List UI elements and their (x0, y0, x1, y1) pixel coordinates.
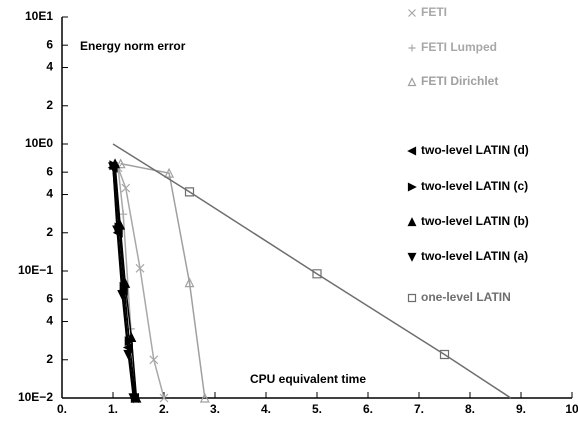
x-tick-label: 4. (261, 402, 271, 416)
y-tick-label: 6 (46, 291, 53, 305)
annotation: CPU equivalent time (250, 372, 366, 386)
x-tick-label: 6. (363, 402, 373, 416)
legend-marker (407, 146, 417, 156)
x-tick-label: 9. (516, 402, 526, 416)
y-tick-label: 10E0 (25, 136, 53, 150)
x-tick-label: 0. (57, 402, 67, 416)
marker (312, 269, 322, 279)
marker (164, 167, 175, 178)
line (112, 143, 512, 399)
legend-label: FETI Dirichlet (421, 74, 498, 88)
legend-marker (407, 293, 417, 303)
marker (119, 210, 128, 219)
marker (184, 187, 195, 197)
marker (184, 277, 195, 288)
annotation: Energy norm error (80, 39, 186, 53)
y-tick-label: 4 (46, 314, 53, 328)
legend-label: two-level LATIN (b) (421, 214, 529, 228)
marker (149, 355, 159, 365)
legend-label: FETI Lumped (421, 40, 497, 54)
x-tick-label: 1. (108, 402, 118, 416)
marker (117, 290, 128, 301)
legend-label: one-level LATIN (421, 290, 511, 304)
marker (439, 349, 450, 360)
legend-marker (407, 252, 417, 262)
marker (120, 277, 131, 288)
x-tick-label: 7. (414, 402, 424, 416)
x-tick-label: 10 (565, 402, 578, 416)
legend-marker (408, 9, 416, 17)
legend-label: two-level LATIN (c) (421, 179, 528, 193)
y-tick-label: 10E1 (25, 9, 53, 23)
legend-marker (407, 77, 417, 87)
marker (199, 392, 210, 403)
legend-label: two-level LATIN (d) (421, 143, 529, 157)
y-tick-label: 6 (46, 164, 53, 178)
x-tick-label: 2. (159, 402, 169, 416)
legend-label: two-level LATIN (a) (421, 249, 528, 263)
x-tick-label: 8. (465, 402, 475, 416)
y-tick-label: 2 (46, 225, 53, 239)
x-tick-label: 5. (312, 402, 322, 416)
x-tick-label: 3. (210, 402, 220, 416)
marker (128, 393, 139, 404)
marker (123, 349, 134, 360)
y-tick-label: 2 (46, 352, 53, 366)
marker (115, 158, 126, 169)
y-tick-label: 4 (46, 187, 53, 201)
marker (126, 332, 137, 343)
y-tick-label: 4 (46, 60, 53, 74)
marker (159, 393, 169, 403)
line (120, 162, 206, 399)
legend-marker (407, 217, 417, 227)
y-tick-label: 2 (46, 98, 53, 112)
legend-label: FETI (421, 5, 447, 19)
marker (121, 183, 131, 193)
y-tick-label: 10E−2 (18, 390, 53, 404)
y-tick-label: 6 (46, 37, 53, 51)
y-tick-label: 10E−1 (18, 263, 53, 277)
legend-marker (407, 182, 417, 192)
marker (108, 162, 118, 173)
marker (135, 263, 145, 273)
legend-marker (408, 44, 416, 52)
marker (112, 225, 123, 236)
